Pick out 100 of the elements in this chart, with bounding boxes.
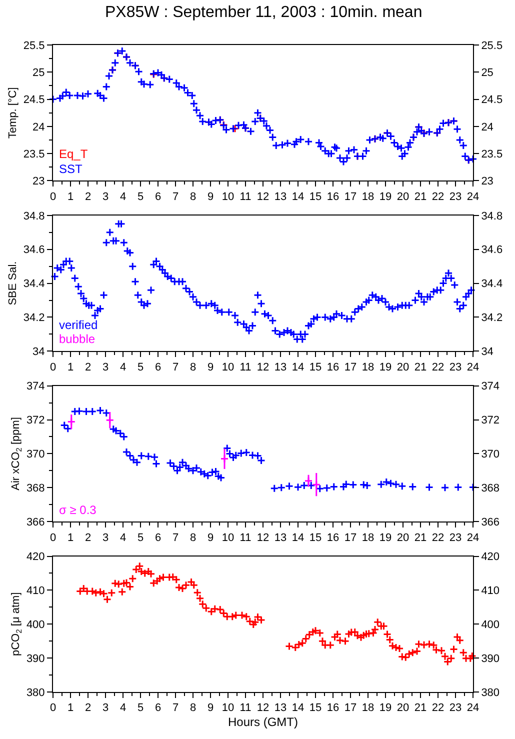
x-tick-label: 10 [222,190,234,203]
x-tick-label: 23 [449,702,462,714]
x-tick-label: 8 [190,190,196,203]
x-tick-label: 3 [102,361,109,374]
x-tick-label: 17 [344,532,357,544]
x-tick-label: 19 [379,532,392,544]
x-tick-label: 7 [172,702,179,714]
x-tick-label: 12 [256,190,270,203]
y-tick-label: 410 [26,585,45,598]
x-tick-label: 2 [84,190,92,203]
x-tick-label: 14 [292,702,304,714]
y-tick-label: 23 [32,176,45,188]
y2-tick-label: 34.6 [481,244,503,256]
x-tick-label: 11 [240,532,252,544]
x-tick-label: 13 [274,190,287,203]
x-tick-label: 9 [207,190,214,203]
x-tick-label: 6 [154,190,162,203]
x-tick-label: 8 [190,532,196,544]
y-tick-label: 390 [26,652,45,665]
y2-tick-label: 23.5 [481,148,503,160]
x-tick-label: 21 [414,361,427,374]
x-tick-label: 7 [172,532,179,544]
x-tick-label: 22 [432,532,444,544]
y-tick-label: 368 [26,482,45,494]
text: SST [59,162,84,176]
x-tick-label: 14 [292,361,304,374]
y2-tick-label: 25.5 [481,40,503,52]
y2-tick-label: 372 [481,414,500,427]
x-tick-label: 11 [240,190,252,203]
y2-tick-label: 23 [481,176,494,188]
x-tick-label: 5 [137,702,144,714]
y2-tick-label: 24 [481,121,494,134]
x-tick-label: 0 [50,190,56,203]
x-tick-label: 8 [190,702,196,714]
y-tick-label: 25 [32,67,45,79]
y2-tick-label: 370 [481,448,500,461]
x-tick-label: 2 [84,361,92,374]
y2-tick-label: 380 [481,686,500,699]
x-tick-label: 18 [362,361,374,374]
x-tick-label: 10 [222,361,234,374]
x-tick-label: 9 [207,532,214,544]
y2-tick-label: 400 [481,618,500,631]
y2-tick-label: 34.4 [481,278,503,290]
y2-tick-label: 374 [481,380,500,393]
x-tick-label: 7 [172,190,179,203]
chart-title: PX85W : September 11, 2003 : 10min. mean [105,4,422,21]
y-tick-label: 23.5 [23,148,45,160]
x-tick-label: 15 [309,702,322,714]
x-tick-label: 23 [449,361,462,374]
y-tick-label: 34.4 [23,278,45,290]
x-tick-label: 0 [50,702,56,714]
x-tick-label: 24 [466,532,480,544]
x-tick-label: 18 [362,702,374,714]
x-tick-label: 14 [292,532,304,544]
y2-tick-label: 390 [481,652,500,665]
x-tick-label: 4 [120,361,126,374]
y2-tick-label: 25 [481,67,494,79]
x-tick-label: 2 [84,702,92,714]
x-tick-label: 17 [344,702,357,714]
x-tick-label: 13 [274,702,287,714]
x-tick-label: 20 [396,361,410,374]
y-tick-label: 34.2 [23,312,45,324]
x-tick-label: 15 [309,532,322,544]
x-tick-label: 4 [120,190,126,203]
y2-tick-label: 410 [481,585,500,598]
series-label: verified [59,318,98,332]
x-tick-label: 4 [120,532,126,544]
x-tick-label: 22 [432,190,444,203]
y2-tick-label: 34 [481,346,494,358]
y-tick-label: 34.6 [23,244,45,256]
x-tick-label: 13 [274,532,287,544]
x-tick-label: 5 [137,361,144,374]
x-tick-label: 12 [256,361,270,374]
x-tick-label: 0 [50,361,56,374]
x-tick-label: 3 [102,702,109,714]
x-tick-label: 21 [414,190,427,203]
x-tick-label: 20 [396,702,410,714]
x-tick-label: 4 [120,702,126,714]
x-tick-label: 3 [102,190,109,203]
y-tick-label: 370 [26,448,45,461]
x-tick-label: 17 [344,190,357,203]
x-tick-label: 15 [309,190,322,203]
x-tick-label: 0 [50,532,56,544]
x-tick-label: 16 [326,702,340,714]
x-axis-title: Hours (GMT) [228,715,298,730]
x-tick-label: 22 [432,361,444,374]
x-tick-label: 16 [326,361,340,374]
y2-tick-label: 34.2 [481,312,503,324]
x-tick-label: 20 [396,532,410,544]
y-axis-title: SBE Sal. [7,261,20,306]
x-tick-label: 18 [362,532,374,544]
x-tick-label: 17 [344,361,357,374]
y-tick-label: 380 [26,686,45,699]
y-axis-title: Temp. [°C] [7,87,20,139]
x-tick-label: 6 [154,361,162,374]
x-tick-label: 10 [222,532,234,544]
x-tick-label: 1 [67,361,74,374]
x-tick-label: 1 [67,190,74,203]
y-tick-label: 420 [26,551,45,564]
y2-tick-label: 34.8 [481,210,503,222]
